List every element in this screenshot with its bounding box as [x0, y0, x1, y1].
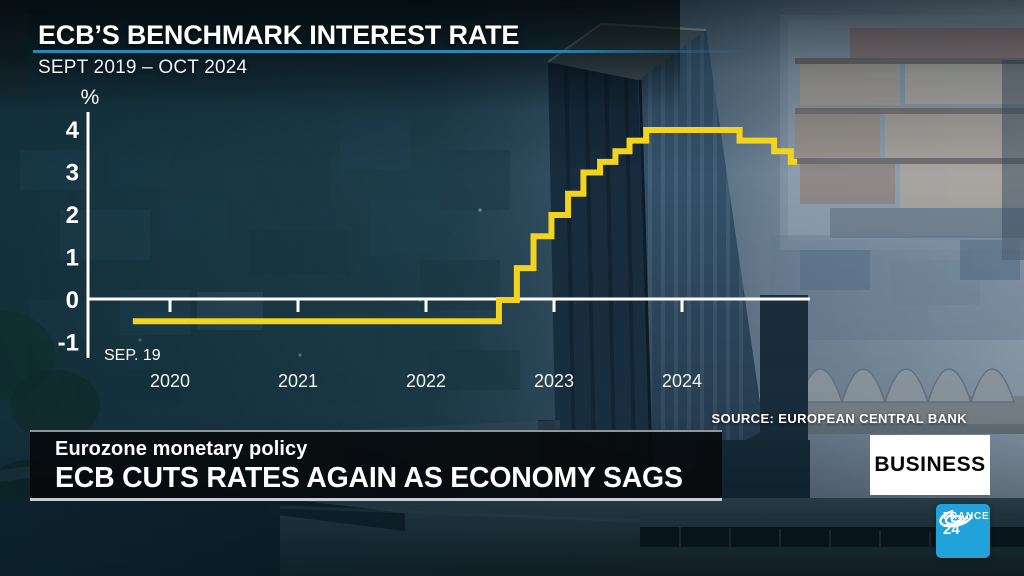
- headline-text: ECB CUTS RATES AGAIN AS ECONOMY SAGS: [55, 462, 683, 494]
- rate-step-line: [132, 127, 798, 325]
- x-tick-label: 2021: [278, 371, 318, 391]
- kicker-text: Eurozone monetary policy: [55, 438, 308, 460]
- x-tick-label: 2022: [406, 371, 446, 391]
- y-tick-label: 2: [66, 202, 79, 229]
- source-credit: SOURCE: EUROPEAN CENTRAL BANK: [711, 411, 967, 426]
- y-tick-label: 3: [66, 160, 79, 187]
- y-tick-label: 4: [66, 117, 80, 144]
- y-axis-unit: %: [81, 86, 100, 109]
- x-tick-label: 2020: [150, 371, 190, 391]
- title-underline: [33, 50, 750, 53]
- series-start-label: SEP. 19: [104, 347, 161, 364]
- title-shade: [0, 0, 680, 110]
- business-badge: BUSINESS: [870, 435, 990, 495]
- logo-swirl-icon: [939, 508, 973, 528]
- y-tick-label: -1: [58, 330, 79, 357]
- y-tick-label: 1: [66, 245, 79, 272]
- chart-subtitle: SEPT 2019 – OCT 2024: [38, 57, 248, 78]
- x-tick-label: 2023: [534, 371, 574, 391]
- x-tick-label: 2024: [662, 371, 702, 391]
- chart-title: ECB’S BENCHMARK INTEREST RATE: [38, 20, 520, 50]
- y-tick-label: 0: [66, 287, 79, 314]
- france24-logo: FRANCE 24: [936, 504, 990, 558]
- lower-third-banner: Eurozone monetary policy ECB CUTS RATES …: [30, 430, 722, 501]
